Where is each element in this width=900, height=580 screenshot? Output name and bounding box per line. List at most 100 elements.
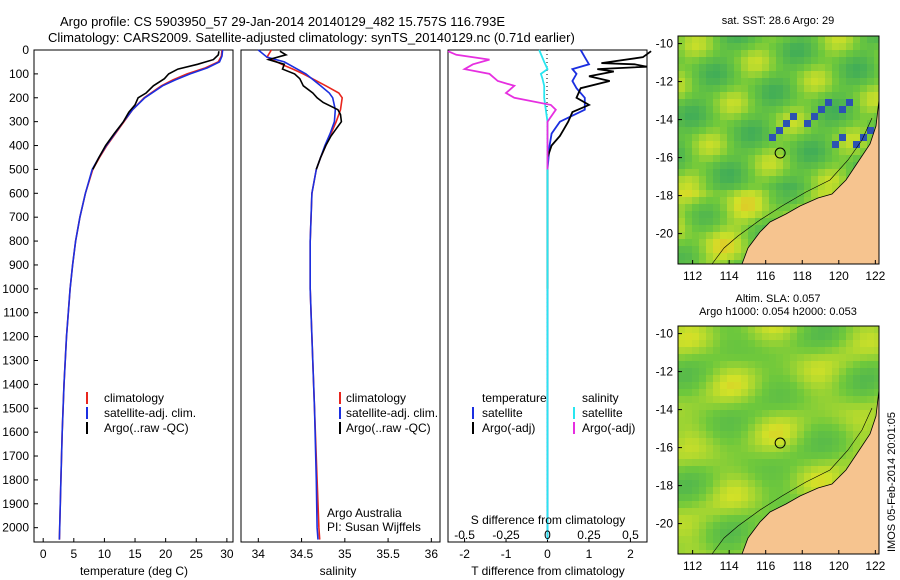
heatmap-cell [769,148,776,155]
heatmap-cell [713,218,720,225]
latitude-tick-label: -14 [656,113,674,127]
heatmap-cell [685,445,692,452]
heatmap-cell [685,176,692,183]
heatmap-cell [734,85,741,92]
heatmap-cell [818,43,825,50]
heatmap-cell [706,57,713,64]
heatmap-cell [832,466,839,473]
heatmap-cell [776,106,783,113]
heatmap-cell [734,438,741,445]
heatmap-cell [741,218,748,225]
heatmap-cell [790,127,797,134]
heatmap-cell [797,333,804,340]
heatmap-cell [699,354,706,361]
heatmap-cell [685,50,692,57]
heatmap-cell [748,71,755,78]
heatmap-cell [706,487,713,494]
heatmap-cell [713,50,720,57]
heatmap-cell [755,85,762,92]
heatmap-cell [699,445,706,452]
heatmap-cell [790,361,797,368]
heatmap-cell [853,403,860,410]
heatmap-cell [678,246,685,253]
heatmap-cell [727,64,734,71]
heatmap-cell [846,92,853,99]
latitude-tick-label: -16 [656,151,674,165]
heatmap-cell [678,431,685,438]
heatmap-cell [860,424,867,431]
heatmap-cell [874,403,879,410]
heatmap-cell [706,155,713,162]
heatmap-cell [811,120,818,127]
latitude-tick-label: -14 [656,403,674,417]
heatmap-cell [699,120,706,127]
heatmap-cell [678,169,685,176]
heatmap-cell [699,57,706,64]
heatmap-cell [755,134,762,141]
heatmap-cell [678,494,685,501]
heatmap-cell [825,396,832,403]
heatmap-cell [839,176,846,183]
heatmap-cell [727,382,734,389]
heatmap-cell [678,106,685,113]
heatmap-cell [853,361,860,368]
heatmap-cell [783,162,790,169]
heatmap-cell [769,375,776,382]
heatmap-cell [762,43,769,50]
heatmap-cell [776,43,783,50]
heatmap-cell [706,176,713,183]
heatmap-cell [713,543,720,550]
sla-map-title-line1: Altim. SLA: 0.057 [736,293,821,305]
heatmap-cell [748,64,755,71]
heatmap-cell [867,113,874,120]
legend-argo-label: Argo(..raw -QC) [104,421,189,435]
heatmap-cell [867,127,874,134]
heatmap-cell [762,445,769,452]
heatmap-cell [825,43,832,50]
heatmap-cell [706,501,713,508]
heatmap-cell [748,438,755,445]
heatmap-cell [706,85,713,92]
heatmap-cell [720,120,727,127]
legend-climatology-label: climatology [346,391,406,405]
heatmap-cell [797,438,804,445]
heatmap-cell [699,92,706,99]
heatmap-cell [727,389,734,396]
heatmap-cell [860,326,867,333]
heatmap-cell [762,452,769,459]
heatmap-cell [853,57,860,64]
heatmap-cell [762,508,769,515]
heatmap-cell [797,183,804,190]
depth-tick-label: 300 [9,115,29,129]
heatmap-cell [692,71,699,78]
heatmap-cell [804,120,811,127]
heatmap-cell [734,92,741,99]
heatmap-cell [755,452,762,459]
heatmap-cell [748,515,755,522]
heatmap-cell [776,452,783,459]
heatmap-cell [769,501,776,508]
heatmap-cell [699,431,706,438]
sla-land-mask [741,389,879,554]
heatmap-cell [720,204,727,211]
heatmap-cell [699,169,706,176]
heatmap-cell [832,92,839,99]
heatmap-cell [713,529,720,536]
heatmap-cell [804,452,811,459]
heatmap-cell [692,501,699,508]
heatmap-cell [741,78,748,85]
heatmap-cell [685,508,692,515]
heatmap-cell [685,71,692,78]
heatmap-cell [818,183,825,190]
heatmap-cell [713,64,720,71]
heatmap-cell [776,375,783,382]
heatmap-cell [748,127,755,134]
heatmap-cell [685,218,692,225]
heatmap-cell [720,190,727,197]
heatmap-cell [790,106,797,113]
heatmap-cell [692,445,699,452]
heatmap-cell [748,389,755,396]
heatmap-cell [720,225,727,232]
heatmap-cell [706,403,713,410]
heatmap-cell [867,36,874,43]
